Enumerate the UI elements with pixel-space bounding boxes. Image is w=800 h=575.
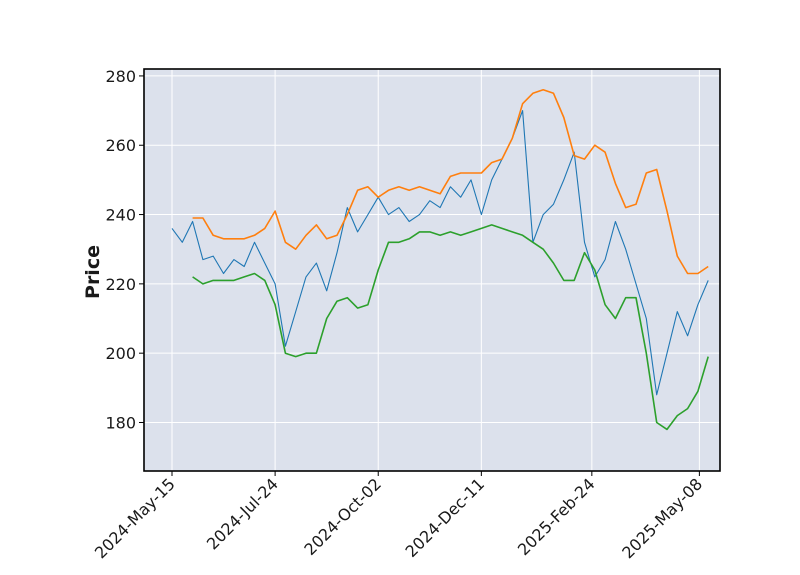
x-tick-label: 2024-May-15 (91, 474, 179, 562)
y-tick-label: 180 (105, 413, 136, 432)
plot-background (144, 69, 720, 471)
y-tick-label: 260 (105, 136, 136, 155)
y-tick-label: 280 (105, 67, 136, 86)
x-tick-label: 2024-Dec-11 (401, 474, 488, 561)
x-tick-label: 2024-Oct-02 (300, 474, 385, 559)
x-tick-label: 2025-May-08 (618, 474, 706, 562)
series-line-price (171, 110, 709, 396)
x-tick-label: 2024-Jul-24 (203, 474, 282, 553)
grid-lines (144, 69, 720, 471)
y-tick-label: 240 (105, 206, 136, 225)
series-lines (171, 89, 709, 431)
plot-frame (143, 68, 721, 472)
y-axis-label: Price (82, 245, 104, 299)
series-line-upper (192, 89, 709, 275)
series-line-lower (192, 224, 709, 431)
y-tick-label: 220 (105, 275, 136, 294)
x-tick-label: 2025-Feb-24 (514, 474, 599, 559)
y-tick-label: 200 (105, 344, 136, 363)
